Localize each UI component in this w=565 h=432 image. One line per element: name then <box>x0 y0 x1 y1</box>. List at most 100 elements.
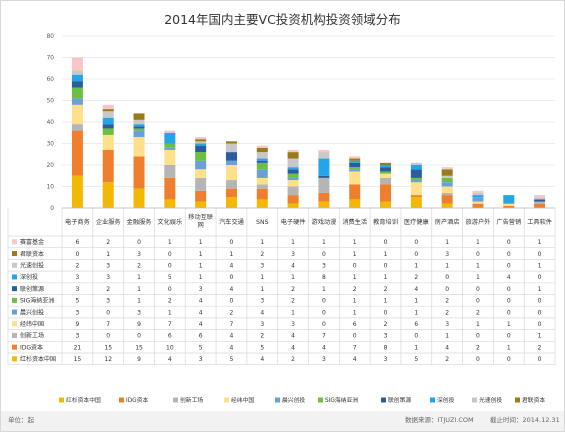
table-cell: 2 <box>291 298 295 305</box>
table-cell: 0 <box>507 286 511 293</box>
legend-label: 深创投 <box>437 396 455 404</box>
legend-swatch <box>173 397 178 403</box>
table-cell: 2 <box>168 298 172 305</box>
bar-segment <box>472 195 484 198</box>
table-row-swatch <box>12 251 17 257</box>
table-cell: 5 <box>168 274 172 281</box>
bar-segment <box>256 147 268 153</box>
bar-segment <box>195 201 207 208</box>
table-cell: 1 <box>199 274 203 281</box>
bar-segment <box>380 177 392 185</box>
footer-bar <box>1 411 564 431</box>
bar-segment <box>102 149 114 183</box>
table-cell: 4 <box>353 356 357 363</box>
bar-segment <box>256 177 268 185</box>
table-cell: 1 <box>199 262 203 269</box>
table-cell: 3 <box>75 333 79 340</box>
bar-segment <box>164 147 176 150</box>
table-cell: 7 <box>353 344 357 351</box>
bar-segment <box>195 143 207 146</box>
table-cell: 4 <box>199 298 203 305</box>
bar-segment <box>225 165 237 181</box>
table-cell: 1 <box>168 239 172 246</box>
table-cell: 4 <box>230 286 234 293</box>
table-cell: 21 <box>74 344 82 351</box>
bar-segment <box>195 177 207 191</box>
bar-segment <box>287 177 299 181</box>
bar-segment <box>71 70 83 75</box>
bar-segment <box>195 139 207 142</box>
bar-segment <box>534 203 546 208</box>
table-cell: 15 <box>135 344 143 351</box>
bar-segment <box>287 195 299 204</box>
table-cell: 8 <box>322 274 326 281</box>
bar-segment <box>256 169 268 178</box>
y-tick-label: 30 <box>47 142 55 148</box>
table-cell: 4 <box>230 333 234 340</box>
table-cell: 2 <box>445 309 449 316</box>
legend-swatch <box>472 397 477 403</box>
bar-segment <box>195 137 207 140</box>
bar-segment <box>349 171 361 185</box>
table-row-label: 光速创投 <box>20 261 44 269</box>
table-cell: 4 <box>260 309 264 316</box>
table-cell: 2 <box>476 344 480 351</box>
bar-segment <box>133 119 145 125</box>
table-cell: 0 <box>414 239 418 246</box>
bar-segment <box>503 195 515 204</box>
bar-segment <box>71 74 83 82</box>
bar-segment <box>195 169 207 178</box>
table-row-label: IDG资本 <box>20 343 43 351</box>
bar-segment <box>410 180 422 183</box>
bar-segment <box>102 134 114 150</box>
bar-segment <box>133 124 145 127</box>
table-cell: 0 <box>230 298 234 305</box>
bar-segment <box>441 182 453 187</box>
bar-segment <box>441 195 453 204</box>
table-cell: 2 <box>445 298 449 305</box>
table-cell: 2 <box>414 274 418 281</box>
x-tick-label: 金融服务 <box>127 218 152 226</box>
table-row-label: 红杉资本中国 <box>20 355 56 363</box>
table-cell: 1 <box>538 262 542 269</box>
table-cell: 1 <box>414 309 418 316</box>
bar-segment <box>195 160 207 170</box>
bar-segment <box>503 203 515 206</box>
bar-segment <box>256 145 268 148</box>
legend-swatch <box>430 397 435 403</box>
legend-swatch <box>275 397 280 403</box>
legend-label: SIG海纳亚洲 <box>325 396 358 404</box>
table-cell: 1 <box>445 333 449 340</box>
table-row-swatch <box>12 262 17 268</box>
legend-swatch <box>515 397 520 403</box>
table-cell: 0 <box>476 333 480 340</box>
x-tick-label: 医疗健康 <box>404 218 429 226</box>
table-cell: 0 <box>507 251 511 258</box>
bar-segment <box>164 143 176 148</box>
legend-label: 红杉资本中国 <box>66 396 101 404</box>
table-cell: 0 <box>168 262 172 269</box>
bar-segment <box>349 169 361 172</box>
bar-segment <box>410 177 422 181</box>
table-cell: 3 <box>75 274 79 281</box>
bar-segment <box>380 162 392 165</box>
table-cell: 7 <box>168 321 172 328</box>
table-cell: 0 <box>322 321 326 328</box>
bar-segment <box>287 158 299 168</box>
bar-segment <box>287 186 299 196</box>
bar-segment <box>410 162 422 165</box>
table-cell: 4 <box>168 356 172 363</box>
bar-segment <box>225 188 237 198</box>
bar-segment <box>441 186 453 193</box>
bar-segment <box>349 184 361 200</box>
table-cell: 0 <box>445 286 449 293</box>
bar-segment <box>318 177 330 193</box>
table-row-swatch <box>12 332 17 338</box>
footer-unit: 单位：起 <box>8 416 34 424</box>
table-cell: 0 <box>384 309 388 316</box>
bar-segment <box>318 152 330 159</box>
x-tick-label: 企业服务 <box>96 218 121 226</box>
bar-segment <box>195 145 207 153</box>
x-tick-label: 游戏动漫 <box>312 218 337 226</box>
table-cell: 2 <box>260 251 264 258</box>
